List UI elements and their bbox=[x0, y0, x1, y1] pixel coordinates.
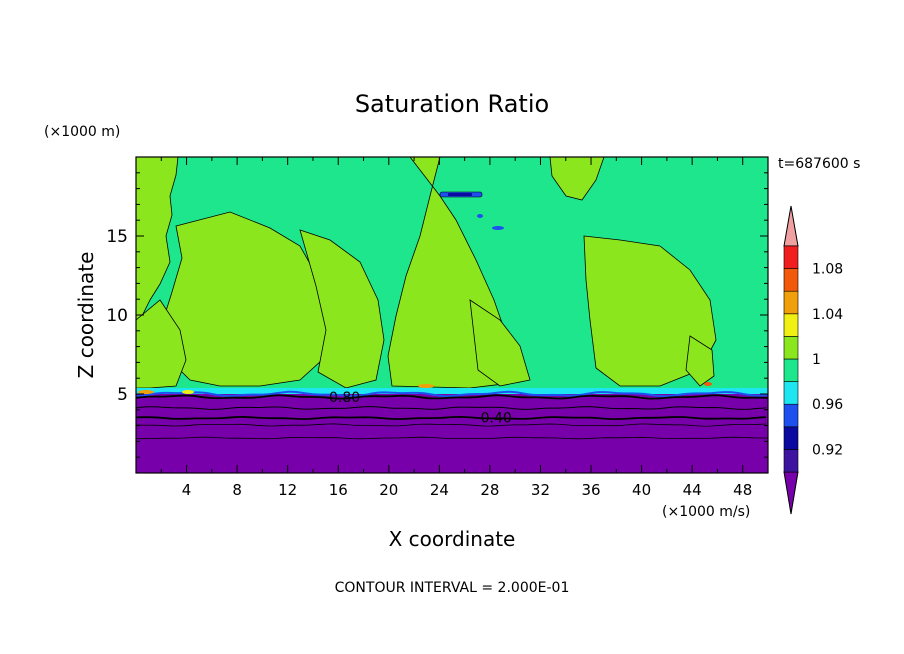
contour-lines bbox=[136, 390, 768, 440]
region-dry-lower-layer bbox=[136, 394, 768, 473]
supersaturated-patch bbox=[549, 157, 605, 201]
colorbar-segment bbox=[783, 290, 799, 315]
x-axis-ticks: 4 8 12 16 20 24 28 32 36 40 44 48 bbox=[160, 157, 752, 499]
colorbar-segment bbox=[783, 268, 799, 292]
y-tick-label: 10 bbox=[106, 306, 128, 326]
x-tick-label: 12 bbox=[278, 481, 297, 499]
small-features bbox=[138, 191, 712, 394]
x-tick-label: 20 bbox=[379, 481, 398, 499]
colorbar-segment bbox=[783, 358, 799, 382]
contour-line bbox=[136, 394, 768, 400]
y-axis-ticks: 5 10 15 bbox=[106, 172, 768, 458]
y-tick-label: 15 bbox=[106, 227, 128, 247]
moist-speck bbox=[182, 390, 194, 394]
colorbar-segment bbox=[783, 426, 799, 450]
region-near-saturation-layer bbox=[136, 388, 768, 394]
x-tick-label: 4 bbox=[182, 481, 192, 499]
x-tick-label: 16 bbox=[329, 481, 348, 499]
dry-speck bbox=[477, 214, 483, 218]
colorbar-segment bbox=[783, 403, 799, 428]
x-axis-unit: (×1000 m/s) bbox=[662, 504, 750, 520]
contour-line bbox=[136, 406, 767, 410]
colorbar-tick-label: 0.96 bbox=[812, 397, 843, 413]
x-tick-label: 8 bbox=[232, 481, 242, 499]
moist-speck bbox=[704, 382, 712, 386]
contour-label-0: 0.80 bbox=[329, 390, 360, 406]
colorbar-segment bbox=[783, 245, 799, 269]
colorbar-over-triangle bbox=[783, 205, 799, 247]
x-tick-label: 32 bbox=[531, 481, 550, 499]
colorbar-segment bbox=[783, 449, 799, 473]
contour-line bbox=[136, 423, 767, 427]
contour-interval-footer: CONTOUR INTERVAL = 2.000E-01 bbox=[335, 580, 570, 596]
time-label: t=687600 s bbox=[778, 156, 860, 172]
chart-title: Saturation Ratio bbox=[355, 90, 549, 118]
moist-speck bbox=[138, 390, 154, 394]
colorbar-tick-label: 1 bbox=[812, 352, 821, 368]
moist-speck bbox=[418, 384, 434, 388]
x-axis-label: X coordinate bbox=[389, 527, 516, 551]
y-axis-label: Z coordinate bbox=[74, 252, 98, 379]
colorbar-tick-label: 1.04 bbox=[812, 307, 843, 323]
colorbar-segment bbox=[783, 313, 799, 337]
supersaturated-patch bbox=[299, 229, 385, 389]
y-axis-unit: (×1000 m) bbox=[44, 124, 120, 140]
contour-label-1: 0.40 bbox=[481, 411, 512, 427]
contour-line bbox=[136, 390, 768, 398]
colorbar-segment bbox=[783, 381, 799, 405]
supersaturated-patches bbox=[136, 157, 717, 389]
dry-streak-core bbox=[448, 193, 472, 196]
colorbar: 0.92 0.96 1 1.04 1.08 bbox=[783, 205, 843, 515]
contour-line bbox=[136, 436, 768, 440]
x-tick-label: 40 bbox=[632, 481, 651, 499]
supersaturated-patch bbox=[685, 335, 715, 387]
colorbar-under-triangle bbox=[783, 471, 799, 515]
x-tick-label: 24 bbox=[430, 481, 449, 499]
x-tick-label: 44 bbox=[683, 481, 702, 499]
supersaturated-patch bbox=[469, 299, 531, 387]
y-tick-label: 5 bbox=[117, 385, 128, 405]
colorbar-tick-label: 0.92 bbox=[812, 442, 843, 458]
colorbar-tick-label: 1.08 bbox=[812, 262, 843, 278]
x-tick-label: 36 bbox=[581, 481, 600, 499]
dry-speck bbox=[492, 226, 504, 230]
contour-line bbox=[136, 415, 767, 421]
colorbar-segment bbox=[783, 336, 799, 360]
x-tick-label: 28 bbox=[480, 481, 499, 499]
x-tick-label: 48 bbox=[733, 481, 752, 499]
